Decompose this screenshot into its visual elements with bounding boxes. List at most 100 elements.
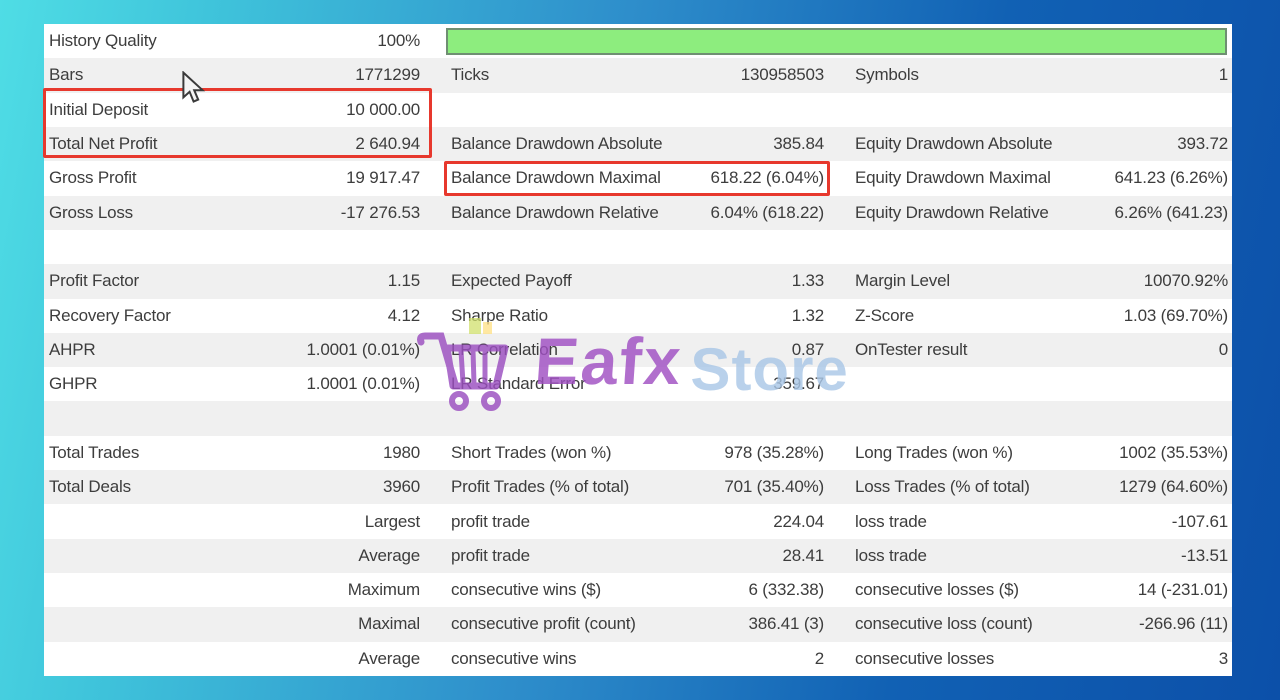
stat-value: 618.22 (6.04%) bbox=[710, 168, 825, 188]
stat-value: 0.87 bbox=[791, 339, 824, 359]
table-row: Total Trades 1980 Short Trades (won %) 9… bbox=[44, 435, 1232, 471]
table-row bbox=[44, 229, 1232, 265]
stat-value: 1.33 bbox=[791, 271, 824, 291]
stat-value: 701 (35.40%) bbox=[724, 477, 824, 497]
stat-label: Long Trades (won %) bbox=[855, 442, 1013, 462]
table-row: Average consecutive wins 2 consecutive l… bbox=[44, 641, 1232, 676]
stat-label: AHPR bbox=[49, 339, 96, 359]
stat-label: profit trade bbox=[451, 545, 530, 565]
table-row: Profit Factor 1.15 Expected Payoff 1.33 … bbox=[44, 264, 1232, 299]
stat-label: Total Deals bbox=[49, 477, 131, 497]
stat-value: 1.03 (69.70%) bbox=[1123, 305, 1228, 325]
stat-cell-middle: Balance Drawdown Maximal 618.22 (6.04%) bbox=[446, 168, 828, 188]
stat-cell-right: loss trade -107.61 bbox=[850, 512, 1232, 532]
stat-label: Gross Profit bbox=[49, 168, 137, 188]
stat-cell-right: consecutive loss (count) -266.96 (11) bbox=[850, 614, 1232, 634]
table-row: GHPR 1.0001 (0.01%) LR Standard Error 35… bbox=[44, 367, 1232, 402]
stat-value: Maximum bbox=[347, 580, 420, 600]
stat-value: 1.0001 (0.01%) bbox=[306, 374, 421, 394]
stat-label: consecutive losses bbox=[855, 648, 995, 668]
stat-cell-left: Gross Profit 19 917.47 bbox=[44, 168, 424, 188]
stat-cell-left: Maximal bbox=[44, 614, 424, 634]
stat-value: 14 (-231.01) bbox=[1137, 580, 1228, 600]
stat-label: Equity Drawdown Absolute bbox=[855, 134, 1053, 154]
table-row: Maximal consecutive profit (count) 386.4… bbox=[44, 607, 1232, 642]
stat-cell-middle: consecutive profit (count) 386.41 (3) bbox=[446, 614, 828, 634]
stat-label: Bars bbox=[49, 65, 84, 85]
stat-cell-right: Loss Trades (% of total) 1279 (64.60%) bbox=[850, 477, 1232, 497]
stat-cell-middle: Balance Drawdown Relative 6.04% (618.22) bbox=[446, 203, 828, 223]
stat-value: 3960 bbox=[382, 477, 420, 497]
stat-label: Profit Factor bbox=[49, 271, 139, 291]
table-row: Maximum consecutive wins ($) 6 (332.38) … bbox=[44, 573, 1232, 608]
stat-cell-right: Equity Drawdown Maximal 641.23 (6.26%) bbox=[850, 168, 1232, 188]
stat-value: 224.04 bbox=[773, 511, 824, 531]
stat-value: 130958503 bbox=[740, 65, 824, 85]
stat-cell-middle: LR Correlation 0.87 bbox=[446, 340, 828, 360]
stat-value: 1.32 bbox=[791, 305, 824, 325]
stat-label: consecutive profit (count) bbox=[451, 614, 636, 634]
stat-value: 385.84 bbox=[773, 134, 824, 154]
stat-value: -107.61 bbox=[1171, 511, 1228, 531]
stat-value: 386.41 (3) bbox=[748, 614, 825, 634]
stat-label: Balance Drawdown Absolute bbox=[451, 134, 663, 154]
stat-value: 1771299 bbox=[355, 65, 420, 85]
stat-cell-left: AHPR 1.0001 (0.01%) bbox=[44, 340, 424, 360]
stat-cell-left: Profit Factor 1.15 bbox=[44, 271, 424, 291]
stat-cell-left: Initial Deposit 10 000.00 bbox=[44, 100, 424, 120]
stat-label: profit trade bbox=[451, 511, 530, 531]
table-row: Recovery Factor 4.12 Sharpe Ratio 1.32 Z… bbox=[44, 298, 1232, 333]
stat-value: 6.26% (641.23) bbox=[1114, 202, 1229, 222]
stat-value: 641.23 (6.26%) bbox=[1114, 168, 1229, 188]
stat-value: Largest bbox=[364, 511, 421, 531]
stat-value: 6 (332.38) bbox=[748, 580, 825, 600]
stat-cell-left: Maximum bbox=[44, 580, 424, 600]
stat-cell-left: GHPR 1.0001 (0.01%) bbox=[44, 374, 424, 394]
table-row: Largest profit trade 224.04 loss trade -… bbox=[44, 504, 1232, 539]
table-row: Gross Loss -17 276.53 Balance Drawdown R… bbox=[44, 195, 1232, 230]
stat-label: Equity Drawdown Relative bbox=[855, 202, 1049, 222]
stat-cell-right: Z-Score 1.03 (69.70%) bbox=[850, 306, 1232, 326]
stat-value: 1002 (35.53%) bbox=[1119, 442, 1228, 462]
stat-cell-right: Long Trades (won %) 1002 (35.53%) bbox=[850, 443, 1232, 463]
table-row: Bars 1771299 Ticks 130958503 Symbols 1 bbox=[44, 58, 1232, 93]
stat-cell-middle: Expected Payoff 1.33 bbox=[446, 271, 828, 291]
stat-value: 0 bbox=[1218, 339, 1228, 359]
stat-value: 1279 (64.60%) bbox=[1119, 477, 1228, 497]
stat-cell-middle: LR Standard Error 359.67 bbox=[446, 374, 828, 394]
stat-label: Balance Drawdown Relative bbox=[451, 202, 659, 222]
stat-label: Loss Trades (% of total) bbox=[855, 477, 1030, 497]
stat-value: 978 (35.28%) bbox=[724, 442, 824, 462]
stat-label: Equity Drawdown Maximal bbox=[855, 168, 1051, 188]
stat-cell-left: Total Trades 1980 bbox=[44, 443, 424, 463]
stat-label: Short Trades (won %) bbox=[451, 442, 612, 462]
stat-value: Average bbox=[358, 648, 420, 668]
stat-value: 19 917.47 bbox=[346, 168, 420, 188]
stat-label: consecutive wins ($) bbox=[451, 580, 602, 600]
stat-value: 2 640.94 bbox=[355, 134, 420, 154]
stat-cell-middle: Sharpe Ratio 1.32 bbox=[446, 306, 828, 326]
stat-cell-left: Largest bbox=[44, 512, 424, 532]
stat-cell-middle: consecutive wins ($) 6 (332.38) bbox=[446, 580, 828, 600]
stat-value: 6.04% (618.22) bbox=[710, 202, 825, 222]
table-row: Total Deals 3960 Profit Trades (% of tot… bbox=[44, 470, 1232, 505]
stat-cell-middle: Profit Trades (% of total) 701 (35.40%) bbox=[446, 477, 828, 497]
stat-cell-right: Equity Drawdown Relative 6.26% (641.23) bbox=[850, 203, 1232, 223]
stat-value: 100% bbox=[377, 31, 420, 51]
stat-cell-left: Gross Loss -17 276.53 bbox=[44, 203, 424, 223]
stat-label: Total Net Profit bbox=[49, 134, 158, 154]
table-row: Initial Deposit 10 000.00 bbox=[44, 92, 1232, 127]
stat-cell-left: Total Net Profit 2 640.94 bbox=[44, 134, 424, 154]
stat-label: Initial Deposit bbox=[49, 99, 149, 119]
stat-label: LR Standard Error bbox=[451, 374, 586, 394]
stat-value: 3 bbox=[1218, 648, 1228, 668]
stat-label: consecutive losses ($) bbox=[855, 580, 1019, 600]
stat-label: consecutive wins bbox=[451, 648, 577, 668]
stat-value: Average bbox=[358, 545, 420, 565]
stat-label: History Quality bbox=[49, 31, 157, 51]
stat-cell-middle: Balance Drawdown Absolute 385.84 bbox=[446, 134, 828, 154]
stat-cell-left: Recovery Factor 4.12 bbox=[44, 306, 424, 326]
stat-cell-middle: Ticks 130958503 bbox=[446, 65, 828, 85]
stat-value: 4.12 bbox=[387, 305, 420, 325]
stat-label: consecutive loss (count) bbox=[855, 614, 1033, 634]
